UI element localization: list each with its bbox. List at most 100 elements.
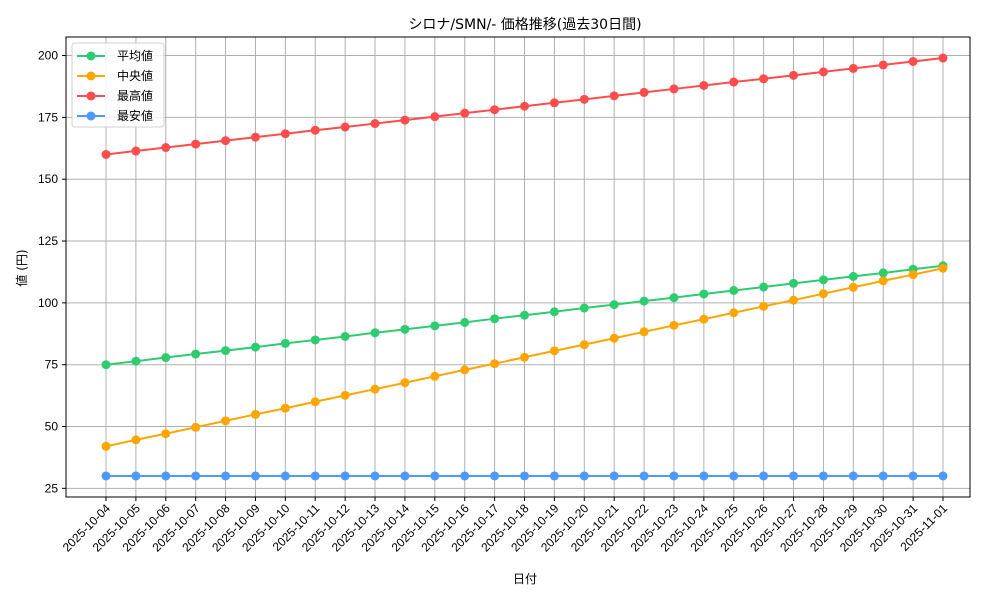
data-point xyxy=(221,471,231,481)
data-point xyxy=(759,74,769,84)
y-axis-ticks: 25 50 75 100 125 150 175 200 xyxy=(38,49,66,495)
data-point xyxy=(370,119,380,129)
legend-label: 最安値 xyxy=(117,108,153,123)
data-point xyxy=(609,471,619,481)
data-point xyxy=(669,320,679,330)
data-point xyxy=(370,328,380,338)
data-point xyxy=(340,122,350,132)
data-point xyxy=(370,471,380,481)
data-point xyxy=(221,416,231,426)
data-point xyxy=(639,327,649,337)
data-point xyxy=(280,129,290,139)
data-point xyxy=(729,77,739,87)
data-point xyxy=(908,471,918,481)
data-point xyxy=(310,335,320,345)
data-point xyxy=(221,346,231,356)
data-point xyxy=(340,471,350,481)
data-point xyxy=(191,471,201,481)
data-point xyxy=(699,471,709,481)
data-point xyxy=(789,295,799,305)
data-point xyxy=(789,70,799,80)
data-point xyxy=(669,471,679,481)
data-point xyxy=(609,300,619,310)
data-point xyxy=(131,356,141,366)
data-point xyxy=(101,149,111,159)
data-point xyxy=(789,278,799,288)
data-point xyxy=(400,115,410,125)
y-tick-label: 200 xyxy=(38,49,58,63)
data-point xyxy=(340,331,350,341)
data-point xyxy=(789,471,799,481)
data-point xyxy=(460,471,470,481)
data-point xyxy=(490,314,500,324)
data-point xyxy=(400,324,410,334)
data-point xyxy=(908,270,918,280)
data-point xyxy=(938,263,948,273)
data-point xyxy=(878,276,888,286)
data-point xyxy=(520,101,529,111)
plot-frame xyxy=(65,36,971,498)
data-point xyxy=(729,308,739,318)
series-line xyxy=(101,261,948,370)
y-tick-label: 100 xyxy=(38,296,58,310)
y-tick-label: 50 xyxy=(45,420,59,434)
data-point xyxy=(579,340,589,350)
data-point xyxy=(101,441,111,451)
data-point xyxy=(908,56,918,66)
y-axis-label: 値 (円) xyxy=(14,249,29,286)
data-point xyxy=(699,80,709,90)
data-point xyxy=(191,349,201,359)
legend-marker-icon xyxy=(86,91,96,101)
data-point xyxy=(370,384,380,394)
data-point xyxy=(549,346,559,356)
series-line xyxy=(101,53,948,159)
data-point xyxy=(280,338,290,348)
data-point xyxy=(430,371,440,381)
legend-item: 中央値 xyxy=(77,68,153,83)
data-point xyxy=(490,105,500,115)
data-series xyxy=(101,53,948,481)
data-point xyxy=(161,143,171,153)
x-axis-label: 日付 xyxy=(513,572,537,586)
data-point xyxy=(430,471,440,481)
data-point xyxy=(699,289,709,299)
data-point xyxy=(609,91,619,101)
data-point xyxy=(101,360,111,370)
data-point xyxy=(191,422,201,432)
data-point xyxy=(848,271,858,281)
data-point xyxy=(729,471,739,481)
data-point xyxy=(878,471,888,481)
data-point xyxy=(191,139,201,149)
data-point xyxy=(818,289,828,299)
data-point xyxy=(250,132,260,142)
series-line xyxy=(101,471,948,481)
data-point xyxy=(848,471,858,481)
data-point xyxy=(400,471,410,481)
data-point xyxy=(818,67,828,77)
data-point xyxy=(878,60,888,70)
data-point xyxy=(729,285,739,295)
data-point xyxy=(101,471,111,481)
data-point xyxy=(669,84,679,94)
y-tick-label: 25 xyxy=(45,481,59,495)
legend-label: 中央値 xyxy=(117,68,153,83)
data-point xyxy=(430,112,440,122)
data-point xyxy=(938,471,948,481)
data-point xyxy=(818,471,828,481)
data-point xyxy=(759,282,769,292)
legend-box xyxy=(71,42,165,128)
data-point xyxy=(400,378,410,388)
data-point xyxy=(460,317,470,327)
data-point xyxy=(609,333,619,343)
chart-title: シロナ/SMN/- 価格推移(過去30日間) xyxy=(408,17,641,33)
y-tick-label: 125 xyxy=(38,234,58,248)
legend-item: 平均値 xyxy=(77,48,153,63)
data-point xyxy=(310,397,320,407)
legend-marker-icon xyxy=(86,51,96,61)
data-point xyxy=(310,125,320,135)
data-point xyxy=(430,321,440,331)
legend-marker-icon xyxy=(86,71,96,81)
data-point xyxy=(520,352,529,362)
